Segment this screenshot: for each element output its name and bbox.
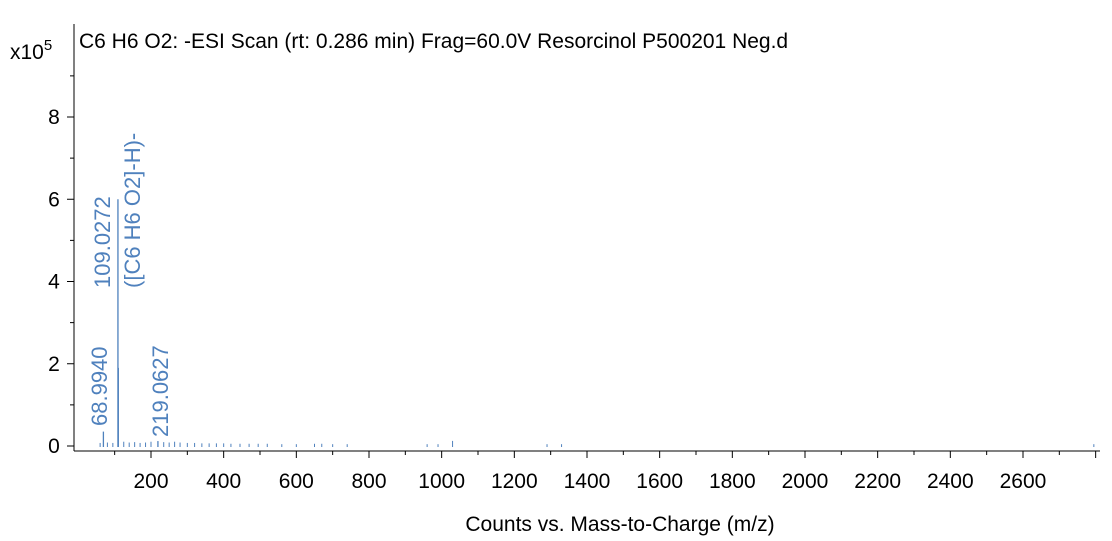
y-tick-label: 6 (48, 188, 60, 211)
x-tick-label: 1000 (418, 470, 465, 493)
x-tick-label: 200 (133, 470, 168, 493)
x-tick-label: 2000 (782, 470, 829, 493)
peaks-layer (99, 199, 1095, 447)
peak-label-68: 68.9940 (87, 346, 112, 426)
y-tick-label: 8 (48, 106, 60, 129)
chart-title: C6 H6 O2: -ESI Scan (rt: 0.286 min) Frag… (79, 30, 788, 53)
peak-label-219: 219.0627 (148, 345, 173, 437)
x-tick-label: 1200 (491, 470, 538, 493)
y-multiplier-exponent: 5 (44, 37, 52, 54)
y-tick-label: 2 (48, 353, 60, 376)
x-axis-title: Counts vs. Mass-to-Charge (m/z) (465, 513, 774, 536)
x-tick-label: 1400 (564, 470, 611, 493)
y-tick-label: 0 (48, 435, 60, 458)
x-tick-label: 2200 (854, 470, 901, 493)
y-multiplier: x105 (10, 37, 52, 64)
x-tick-label: 1800 (709, 470, 756, 493)
x-tick-label: 400 (206, 470, 241, 493)
axes-layer: 0 2 4 6 8 200 400 600 800 1000 1200 1400 1600 1800 200… (48, 24, 1100, 493)
y-multiplier-base: x10 (10, 41, 44, 64)
y-tick-label: 4 (48, 271, 60, 294)
peak-labels-layer: 68.9940 109.0272 ([C6 H6 O2]-H)- 219.0627 (87, 133, 173, 437)
x-tick-label: 800 (351, 470, 386, 493)
x-tick-label: 600 (279, 470, 314, 493)
peak-annotation-109: ([C6 H6 O2]-H)- (120, 133, 145, 288)
x-tick-label: 2400 (927, 470, 974, 493)
peak-label-109: 109.0272 (90, 196, 115, 288)
x-tick-label: 2600 (1000, 470, 1047, 493)
x-tick-label: 1600 (636, 470, 683, 493)
